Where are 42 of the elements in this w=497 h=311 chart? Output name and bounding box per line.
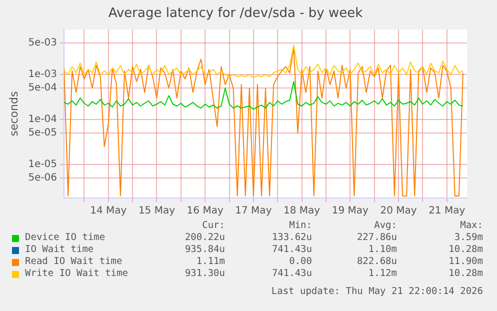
- text: 741.43u: [270, 268, 312, 280]
- text: 10.28m: [448, 268, 483, 280]
- text: 3.59m: [453, 232, 483, 244]
- text: Min:: [288, 220, 312, 232]
- chart-title: Average latency for /dev/sda - by week: [108, 6, 364, 22]
- text: Cur:: [201, 220, 225, 232]
- y-tick-label: 5e-03: [28, 38, 58, 49]
- x-tick-label: 20 May: [380, 206, 417, 217]
- text: 1.10m: [367, 244, 397, 256]
- y-tick-label: 1e-03: [28, 69, 58, 80]
- text: 200.22u: [184, 232, 225, 244]
- text: 10.28m: [448, 244, 483, 256]
- text: Avg:: [373, 220, 397, 232]
- text: 133.62u: [270, 232, 312, 244]
- y-tick-label: 5e-06: [28, 172, 58, 184]
- x-tick-label: 19 May: [332, 206, 369, 217]
- x-tick-label: 18 May: [284, 206, 320, 217]
- text: Max:: [459, 220, 483, 232]
- legend-label: Write IO Wait time: [24, 268, 129, 280]
- text: 1.11m: [195, 256, 225, 268]
- x-tick-label: 14 May: [90, 206, 127, 217]
- text: 935.84u: [184, 244, 225, 256]
- text: 0.00: [288, 256, 312, 268]
- text: 1.12m: [367, 268, 397, 280]
- legend-label: Read IO Wait time: [24, 256, 124, 268]
- text: 822.68u: [356, 256, 397, 268]
- text: Last update: Thu May 21 22:00:14 2026: [271, 286, 483, 297]
- text: 227.86u: [356, 232, 397, 244]
- y-tick-label: 5e-04: [28, 82, 58, 94]
- x-tick-label: 16 May: [186, 206, 224, 217]
- x-tick-label: 15 May: [138, 206, 176, 217]
- text: 931.30u: [184, 268, 225, 280]
- legend-label: IO Wait time: [24, 244, 95, 256]
- legend-label: Device IO time: [24, 232, 106, 244]
- text: 741.43u: [270, 244, 312, 256]
- x-tick-label: 17 May: [235, 206, 272, 217]
- y-tick-label: 1e-05: [28, 159, 58, 170]
- x-tick-label: 21 May: [428, 206, 466, 217]
- y-tick-label: 1e-04: [28, 114, 58, 126]
- text: 11.90m: [448, 256, 483, 268]
- y-axis-title: seconds: [7, 91, 20, 136]
- y-tick-label: 5e-05: [28, 128, 58, 139]
